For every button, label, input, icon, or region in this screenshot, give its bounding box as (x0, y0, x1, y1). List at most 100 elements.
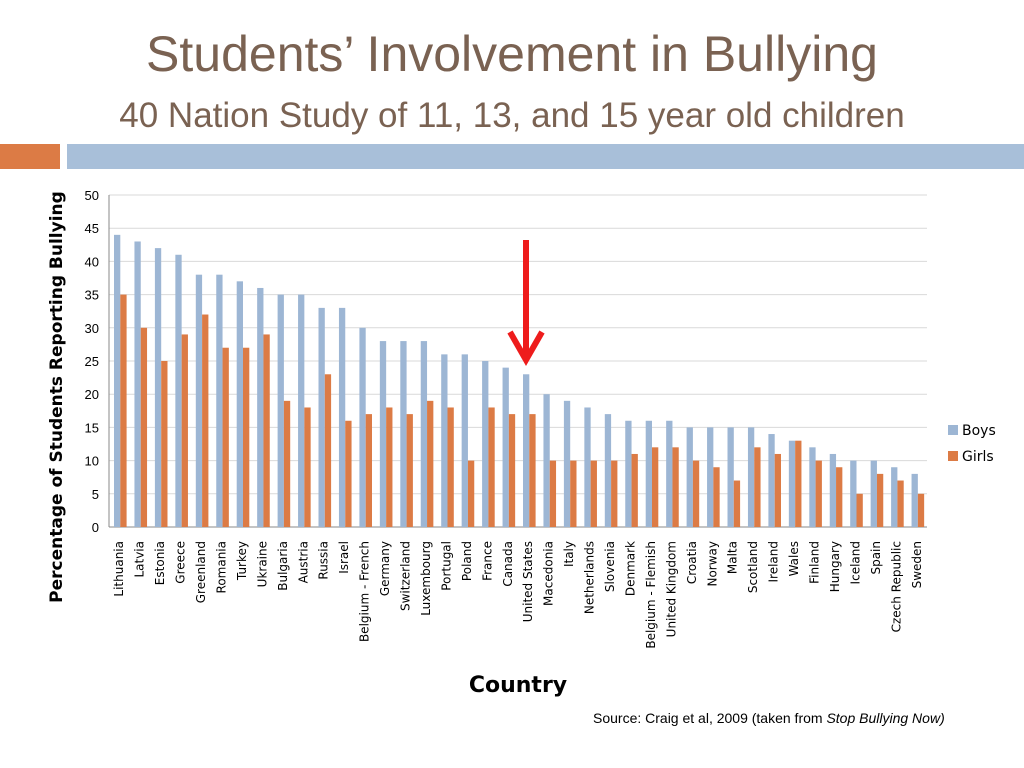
bar-boys (747, 427, 755, 527)
bar-boys (604, 414, 612, 527)
bar-boys (727, 427, 734, 527)
x-tick-label: Slovenia (603, 541, 617, 592)
bar-boys (134, 241, 141, 528)
legend-label-boys: Boys (962, 423, 996, 439)
bar-girls (120, 294, 127, 527)
bar-boys (175, 254, 182, 527)
bar-girls (283, 400, 291, 527)
x-tick-label: Ukraine (255, 541, 269, 587)
x-tick-label: Austria (296, 541, 310, 583)
x-tick-label: United States (521, 541, 535, 622)
bar-girls (365, 414, 372, 527)
bar-girls (222, 347, 229, 527)
bar-girls (611, 460, 618, 527)
x-tick-label: Turkey (235, 541, 249, 581)
bar-boys (563, 400, 571, 527)
bar-girls (733, 480, 741, 527)
bar-girls (447, 407, 454, 527)
x-tick-label: Malta (726, 541, 740, 574)
bar-boys (400, 341, 407, 527)
x-tick-label: Israel (337, 541, 351, 574)
bar-girls (876, 473, 884, 527)
bar-boys (379, 341, 387, 527)
x-tick-label: Lithuania (112, 541, 126, 597)
y-tick-label: 30 (85, 321, 99, 336)
x-tick-label: Bulgaria (276, 541, 290, 591)
x-tick-label: Czech Republic (889, 541, 903, 632)
bar-girls (692, 460, 700, 527)
bar-girls (713, 467, 720, 527)
bar-boys (829, 453, 837, 527)
bar-boys (318, 307, 325, 527)
x-tick-label: Russia (317, 541, 331, 580)
bar-girls (181, 334, 188, 527)
bar-boys (911, 473, 918, 527)
x-tick-label: Scotland (746, 541, 760, 593)
bar-girls (427, 400, 434, 527)
source-prefix: Source: Craig et al, 2009 (taken from (593, 710, 827, 726)
bar-girls (549, 460, 557, 527)
bar-boys (584, 407, 591, 527)
bar-boys (216, 274, 223, 527)
source-note: Source: Craig et al, 2009 (taken from St… (593, 708, 1013, 728)
bar-boys (666, 420, 673, 527)
bar-boys (645, 420, 652, 527)
x-tick-label: Germany (378, 541, 392, 596)
y-tick-label: 40 (85, 254, 99, 269)
x-tick-label: United Kingdom (664, 541, 678, 637)
bar-girls (529, 414, 536, 527)
x-tick-label: Latvia (133, 541, 147, 578)
x-tick-label: Portugal (439, 541, 453, 591)
bar-girls (570, 460, 577, 527)
bar-girls (386, 407, 393, 527)
highlight-arrow-head (507, 330, 545, 367)
bar-boys (359, 327, 366, 527)
bar-girls (140, 327, 148, 527)
bar-boys (543, 394, 550, 527)
bar-girls (590, 460, 597, 527)
bar-girls (161, 361, 168, 527)
bar-girls (202, 314, 209, 527)
bar-girls (774, 453, 781, 527)
bar-boys (420, 341, 428, 527)
bar-girls (631, 453, 638, 527)
bar-boys (523, 374, 530, 527)
bar-girls (897, 480, 904, 527)
bar-boys (625, 420, 632, 527)
x-tick-label: Macedonia (542, 541, 556, 606)
slide-subtitle: 40 Nation Study of 11, 13, and 15 year o… (119, 96, 905, 135)
x-tick-label: Greenland (194, 541, 208, 603)
y-tick-label: 15 (85, 420, 99, 435)
bar-boys (441, 354, 448, 527)
y-tick-label: 50 (85, 188, 99, 203)
y-axis-label: Percentage of Students Reporting Bullyin… (47, 191, 67, 603)
bar-boys (257, 287, 264, 527)
bar-girls (263, 334, 270, 527)
x-tick-label: Poland (460, 541, 474, 581)
x-tick-label: Switzerland (399, 541, 413, 611)
bar-boys (502, 367, 509, 527)
bar-boys (768, 434, 775, 527)
x-tick-label: Belgium - Flemish (644, 541, 658, 649)
bar-boys (461, 354, 468, 527)
bar-girls (488, 407, 495, 527)
bar-boys (338, 307, 346, 527)
bar-boys (891, 467, 898, 527)
y-tick-label: 0 (92, 520, 99, 535)
bar-boys (707, 427, 714, 527)
legend-swatch-boys (948, 425, 958, 435)
x-tick-label: Finland (808, 541, 822, 584)
bar-girls (917, 493, 925, 527)
bullying-bar-chart: 0 5 10 15 20 25 30 35 40 45 50 Lithuania Latvia Eston… (47, 188, 996, 698)
bar-boys (809, 447, 816, 527)
bar-girls (856, 493, 863, 527)
bar-girls (467, 460, 475, 527)
bar-girls (304, 407, 311, 527)
source-italic: Stop Bullying Now) (826, 710, 945, 726)
x-tick-label: Romania (214, 541, 228, 593)
y-tick-label: 10 (85, 454, 99, 469)
x-tick-label: Hungary (828, 541, 842, 592)
bar-girls (795, 440, 802, 527)
bar-girls (406, 414, 413, 527)
y-tick-label: 20 (85, 387, 99, 402)
